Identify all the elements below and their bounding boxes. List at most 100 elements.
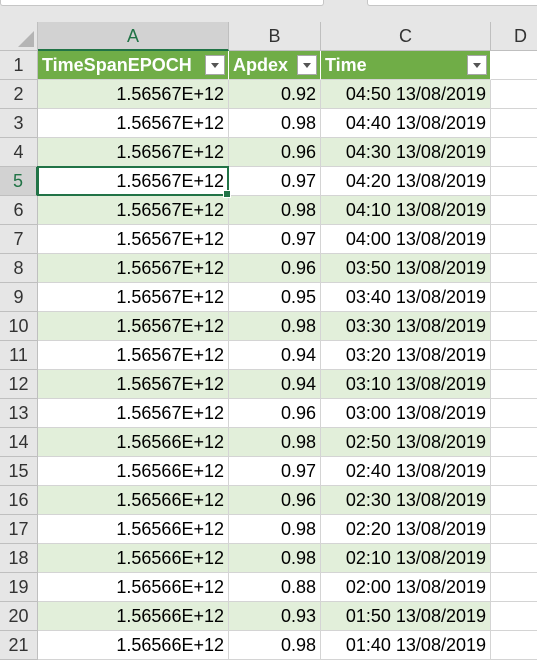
table-cell[interactable]: 1.56566E+12 <box>38 631 229 660</box>
table-cell[interactable]: 1.56567E+12 <box>38 196 229 225</box>
table-cell[interactable] <box>491 631 537 660</box>
row-header-19[interactable]: 19 <box>0 573 38 602</box>
table-cell[interactable] <box>491 312 537 341</box>
row-header-11[interactable]: 11 <box>0 341 38 370</box>
filter-dropdown-icon[interactable] <box>297 55 317 75</box>
row-header-10[interactable]: 10 <box>0 312 38 341</box>
filter-dropdown-icon[interactable] <box>205 55 225 75</box>
table-cell[interactable]: 03:40 13/08/2019 <box>321 283 491 312</box>
formula-input[interactable] <box>367 0 537 6</box>
table-cell[interactable]: 01:50 13/08/2019 <box>321 602 491 631</box>
table-cell[interactable]: 1.56567E+12 <box>38 312 229 341</box>
table-cell[interactable] <box>491 254 537 283</box>
table-cell[interactable]: 1.56567E+12 <box>38 399 229 428</box>
table-cell[interactable] <box>491 602 537 631</box>
column-header-b[interactable]: B <box>229 22 321 51</box>
table-cell[interactable]: 1.56567E+12 <box>38 109 229 138</box>
table-cell[interactable]: 03:10 13/08/2019 <box>321 370 491 399</box>
table-cell[interactable]: 0.97 <box>229 167 321 196</box>
table-cell[interactable] <box>491 428 537 457</box>
table-cell[interactable] <box>491 399 537 428</box>
row-header-18[interactable]: 18 <box>0 544 38 573</box>
row-header-9[interactable]: 9 <box>0 283 38 312</box>
table-cell[interactable]: 0.96 <box>229 254 321 283</box>
table-cell[interactable]: 04:50 13/08/2019 <box>321 80 491 109</box>
table-cell[interactable] <box>491 51 537 80</box>
table-cell[interactable]: 03:50 13/08/2019 <box>321 254 491 283</box>
table-cell[interactable] <box>491 138 537 167</box>
column-header-d[interactable]: D <box>491 22 537 51</box>
table-cell[interactable]: 04:30 13/08/2019 <box>321 138 491 167</box>
row-header-14[interactable]: 14 <box>0 428 38 457</box>
table-cell[interactable]: 04:00 13/08/2019 <box>321 225 491 254</box>
table-cell[interactable] <box>491 80 537 109</box>
table-cell[interactable] <box>491 486 537 515</box>
table-cell[interactable]: 0.97 <box>229 457 321 486</box>
table-cell[interactable]: 0.94 <box>229 341 321 370</box>
select-all-corner[interactable] <box>0 22 38 51</box>
filter-dropdown-icon[interactable] <box>467 55 487 75</box>
table-cell[interactable]: 1.56566E+12 <box>38 544 229 573</box>
row-header-5[interactable]: 5 <box>0 167 38 196</box>
table-header-cell[interactable]: Apdex <box>229 51 321 80</box>
table-cell[interactable]: 0.96 <box>229 399 321 428</box>
table-cell[interactable]: 1.56567E+12 <box>38 138 229 167</box>
table-cell[interactable]: 1.56567E+12 <box>38 254 229 283</box>
table-cell[interactable]: 04:20 13/08/2019 <box>321 167 491 196</box>
table-cell[interactable] <box>491 370 537 399</box>
column-header-c[interactable]: C <box>321 22 491 51</box>
table-cell[interactable]: 0.88 <box>229 573 321 602</box>
table-cell[interactable]: 01:40 13/08/2019 <box>321 631 491 660</box>
row-header-17[interactable]: 17 <box>0 515 38 544</box>
table-cell[interactable] <box>491 283 537 312</box>
table-cell[interactable]: 02:20 13/08/2019 <box>321 515 491 544</box>
row-header-4[interactable]: 4 <box>0 138 38 167</box>
table-cell[interactable]: 1.56567E+12 <box>38 167 229 196</box>
row-header-16[interactable]: 16 <box>0 486 38 515</box>
table-cell[interactable] <box>491 573 537 602</box>
table-cell[interactable] <box>491 225 537 254</box>
table-cell[interactable]: 0.94 <box>229 370 321 399</box>
table-cell[interactable]: 0.97 <box>229 225 321 254</box>
row-header-1[interactable]: 1 <box>0 51 38 80</box>
row-header-20[interactable]: 20 <box>0 602 38 631</box>
name-box[interactable] <box>0 0 324 6</box>
table-cell[interactable]: 1.56567E+12 <box>38 225 229 254</box>
table-cell[interactable] <box>491 457 537 486</box>
table-cell[interactable]: 04:10 13/08/2019 <box>321 196 491 225</box>
table-cell[interactable] <box>491 109 537 138</box>
table-cell[interactable]: 02:50 13/08/2019 <box>321 428 491 457</box>
table-cell[interactable]: 04:40 13/08/2019 <box>321 109 491 138</box>
table-cell[interactable]: 0.96 <box>229 486 321 515</box>
table-cell[interactable] <box>491 341 537 370</box>
table-cell[interactable]: 0.98 <box>229 312 321 341</box>
table-cell[interactable]: 02:00 13/08/2019 <box>321 573 491 602</box>
table-cell[interactable]: 0.98 <box>229 196 321 225</box>
table-cell[interactable]: 03:00 13/08/2019 <box>321 399 491 428</box>
row-header-12[interactable]: 12 <box>0 370 38 399</box>
table-cell[interactable]: 02:40 13/08/2019 <box>321 457 491 486</box>
table-cell[interactable]: 1.56566E+12 <box>38 573 229 602</box>
table-cell[interactable]: 1.56566E+12 <box>38 428 229 457</box>
table-cell[interactable]: 1.56566E+12 <box>38 602 229 631</box>
table-cell[interactable]: 0.98 <box>229 428 321 457</box>
table-cell[interactable]: 0.96 <box>229 138 321 167</box>
row-header-2[interactable]: 2 <box>0 80 38 109</box>
table-cell[interactable] <box>491 544 537 573</box>
table-cell[interactable]: 1.56567E+12 <box>38 370 229 399</box>
row-header-6[interactable]: 6 <box>0 196 38 225</box>
table-cell[interactable]: 1.56566E+12 <box>38 515 229 544</box>
table-cell[interactable]: 0.98 <box>229 515 321 544</box>
table-header-cell[interactable]: Time <box>321 51 491 80</box>
table-cell[interactable]: 0.92 <box>229 80 321 109</box>
row-header-21[interactable]: 21 <box>0 631 38 660</box>
table-cell[interactable]: 02:30 13/08/2019 <box>321 486 491 515</box>
table-cell[interactable] <box>491 196 537 225</box>
table-cell[interactable]: 0.98 <box>229 544 321 573</box>
table-cell[interactable]: 03:20 13/08/2019 <box>321 341 491 370</box>
row-header-7[interactable]: 7 <box>0 225 38 254</box>
table-cell[interactable]: 0.98 <box>229 631 321 660</box>
table-cell[interactable]: 02:10 13/08/2019 <box>321 544 491 573</box>
table-cell[interactable]: 0.93 <box>229 602 321 631</box>
row-header-13[interactable]: 13 <box>0 399 38 428</box>
